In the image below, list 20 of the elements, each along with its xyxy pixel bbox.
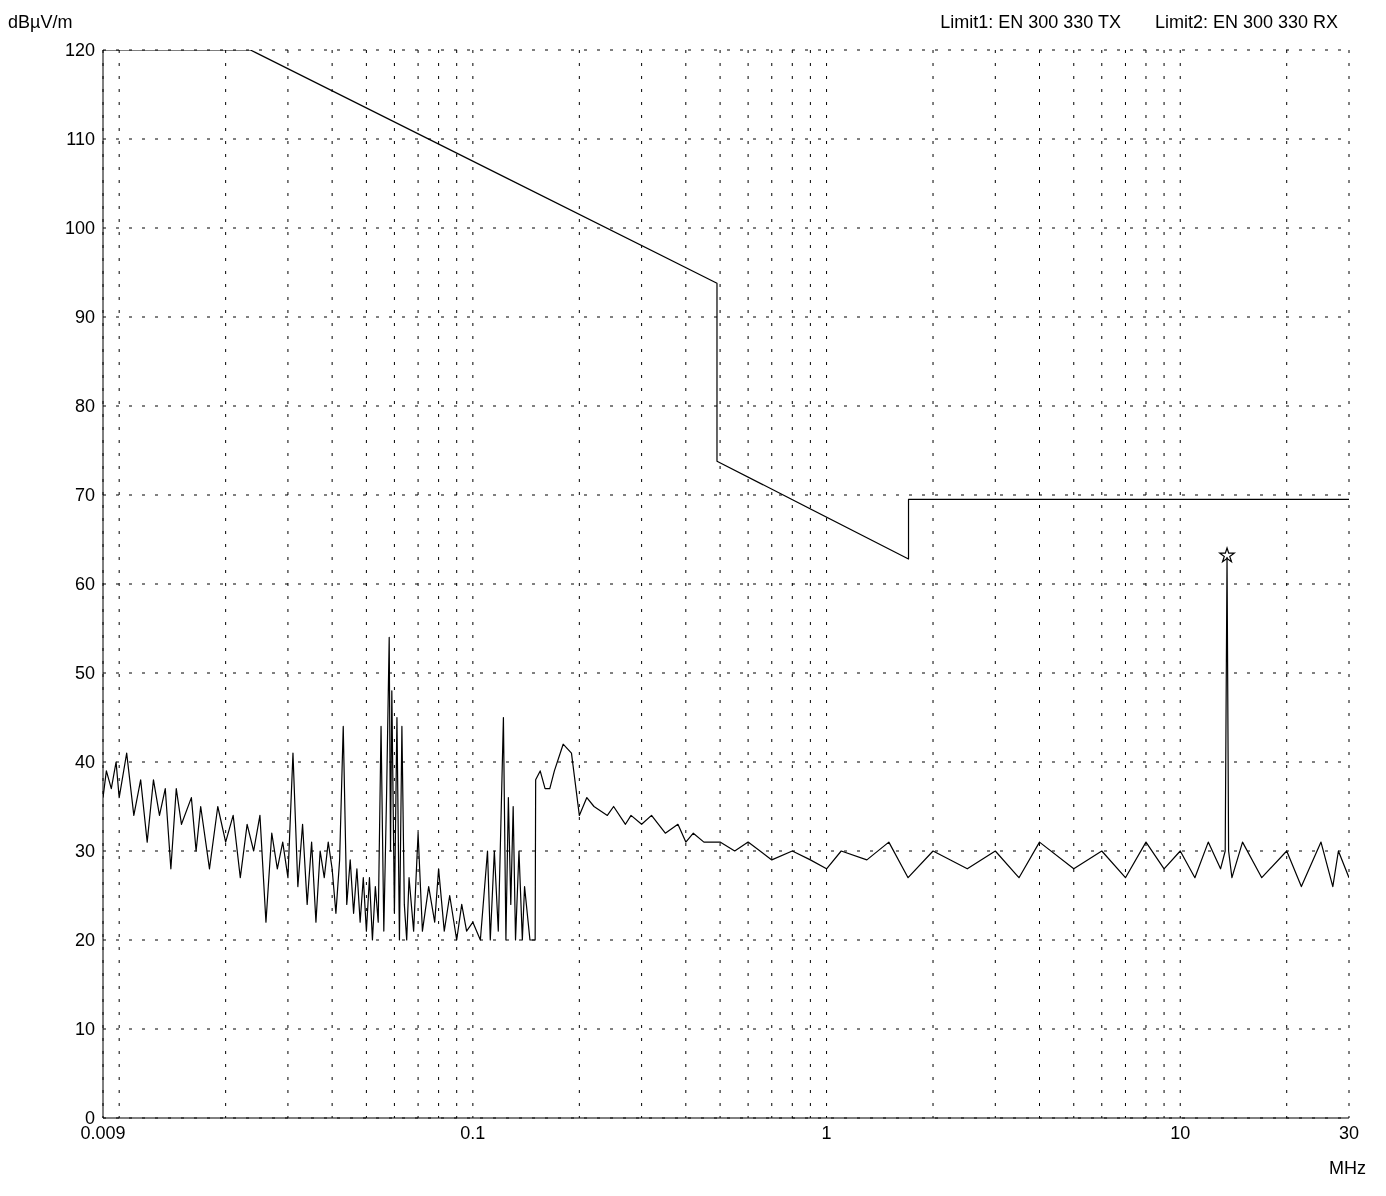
y-axis-title: dBµV/m: [8, 12, 73, 33]
x-tick-label: 30: [1338, 1122, 1360, 1143]
y-tick-label: 10: [74, 1019, 95, 1040]
y-tick-label: 40: [74, 752, 95, 773]
y-tick-label: 90: [74, 307, 95, 328]
y-tick-label: 20: [74, 930, 95, 951]
x-tick-label: 0.1: [460, 1122, 486, 1143]
x-tick-label: 1: [821, 1122, 832, 1143]
text: Limit1: EN 300 330 TX: [940, 12, 1121, 33]
y-tick-label: 110: [66, 129, 95, 150]
y-tick-label: 70: [74, 485, 95, 506]
y-tick-label: 120: [64, 40, 95, 61]
x-tick-label: 10: [1170, 1122, 1191, 1143]
x-axis-title: MHz: [1329, 1158, 1366, 1179]
y-tick-label: 50: [74, 663, 95, 684]
text: Limit2: EN 300 330 RX: [1154, 12, 1338, 33]
y-tick-label: 60: [74, 574, 95, 595]
y-tick-label: 30: [74, 841, 95, 862]
y-tick-label: 100: [64, 218, 95, 239]
y-tick-label: 80: [74, 396, 95, 417]
